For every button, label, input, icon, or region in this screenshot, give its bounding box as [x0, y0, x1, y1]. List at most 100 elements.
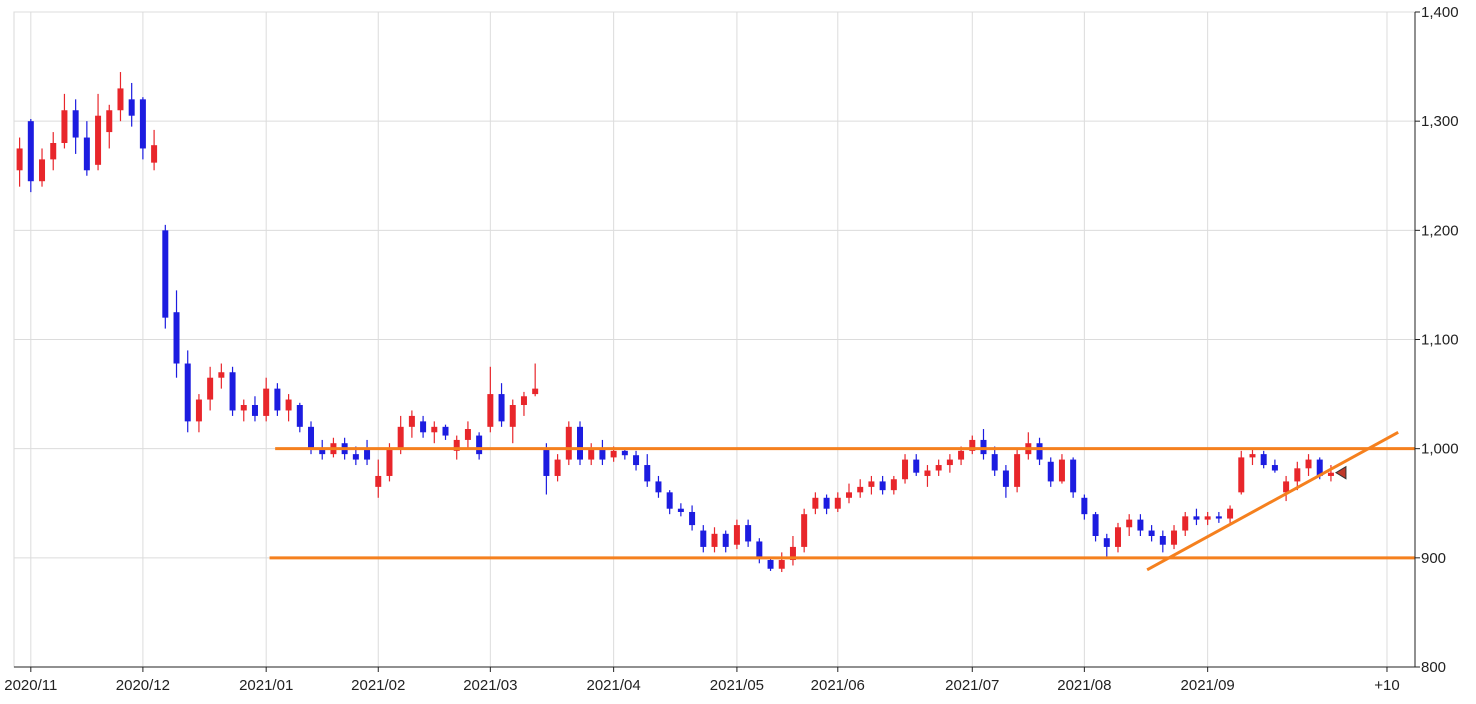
candle-body [980, 439, 987, 455]
candle-body [1260, 454, 1267, 466]
candle-body [666, 492, 673, 509]
candle-body [1159, 536, 1166, 545]
candle-body [700, 530, 707, 547]
candle-body [677, 508, 684, 512]
candle-body [431, 426, 438, 433]
candle-body [95, 115, 102, 165]
candle-body [689, 511, 696, 526]
candles [16, 72, 1334, 573]
candle-body [924, 470, 931, 476]
y-tick-label: 1,000 [1421, 441, 1459, 458]
x-tick-label: 2021/09 [1181, 677, 1235, 694]
candle-body [364, 448, 371, 460]
y-tick-label: 1,100 [1421, 331, 1459, 348]
candle-body [958, 450, 965, 460]
candle-body [1249, 454, 1256, 458]
candle-body [1081, 497, 1088, 515]
y-tick-label: 900 [1421, 550, 1446, 567]
candle-body [509, 405, 516, 427]
candle-body [711, 533, 718, 547]
candle-body [565, 426, 572, 460]
candle-body [722, 533, 729, 547]
candle-body [644, 465, 651, 482]
y-tick-label: 800 [1421, 659, 1446, 676]
candle-body [1092, 514, 1099, 536]
candle-body [453, 439, 460, 451]
candle-body [599, 448, 606, 460]
candle-body [1294, 468, 1301, 482]
candle-body [1114, 527, 1121, 547]
candle-body [1204, 516, 1211, 520]
trend-line [1146, 430, 1399, 572]
candle-body [991, 454, 998, 471]
candle-body [1316, 459, 1323, 476]
candle-body [935, 465, 942, 471]
candle-body [319, 448, 326, 455]
candle-body [1193, 516, 1200, 520]
candle-body [397, 426, 404, 449]
candle-body [834, 497, 841, 509]
candle-body [39, 159, 46, 182]
candle-body [868, 481, 875, 487]
candle-body [655, 481, 662, 493]
candle-body [464, 429, 471, 440]
candle-body [207, 377, 214, 400]
candle-body [61, 110, 68, 143]
candle-body [1148, 530, 1155, 536]
candle-body [240, 405, 247, 411]
candle-body [16, 148, 23, 171]
candle-body [498, 394, 505, 422]
candle-body [1238, 457, 1245, 493]
candle-body [408, 415, 415, 427]
x-tick-label: 2021/07 [945, 677, 999, 694]
candle-body [520, 396, 527, 405]
candle-body [857, 486, 864, 493]
candle-body [789, 546, 796, 561]
candle-body [733, 525, 740, 545]
candle-body [621, 450, 628, 456]
candle-body [296, 405, 303, 427]
candle-body [1327, 472, 1334, 476]
candle-body [375, 475, 382, 487]
candle-body [1058, 459, 1065, 482]
candle-body [913, 459, 920, 473]
x-tick-label: 2020/12 [116, 677, 170, 694]
candle-body [50, 143, 57, 160]
candle-body [767, 560, 774, 569]
overlays [269, 430, 1415, 572]
candle-body [1103, 538, 1110, 547]
candle-body [285, 399, 292, 411]
candle-body [274, 388, 281, 411]
candle-body [139, 99, 146, 149]
candle-body [162, 230, 169, 318]
candle-body [184, 363, 191, 422]
candle-body [308, 426, 315, 449]
y-tick-label: 1,300 [1421, 113, 1459, 130]
candle-body [745, 525, 752, 542]
x-tick-label: 2020/11 [4, 677, 57, 694]
y-tick-label: 1,200 [1421, 222, 1459, 239]
candle-body [1002, 470, 1009, 487]
candle-body [83, 137, 90, 171]
x-tick-label: +10 [1374, 677, 1399, 694]
candle-body [72, 110, 79, 138]
candle-body [1215, 516, 1222, 519]
candle-body [1227, 508, 1234, 519]
candle-body [229, 372, 236, 411]
candle-body [543, 448, 550, 476]
candle-body [218, 372, 225, 378]
candle-body [420, 421, 427, 433]
candle-body [1171, 530, 1178, 545]
candle-body [577, 426, 584, 460]
candle-body [128, 99, 135, 116]
candle-body [778, 560, 785, 569]
candle-body [554, 459, 561, 476]
candle-body [151, 145, 158, 163]
candle-body [352, 454, 359, 460]
candle-body [487, 394, 494, 427]
candle-body [476, 435, 483, 455]
candle-body [879, 481, 886, 491]
candle-body [1126, 519, 1133, 528]
x-tick-label: 2021/05 [710, 677, 764, 694]
